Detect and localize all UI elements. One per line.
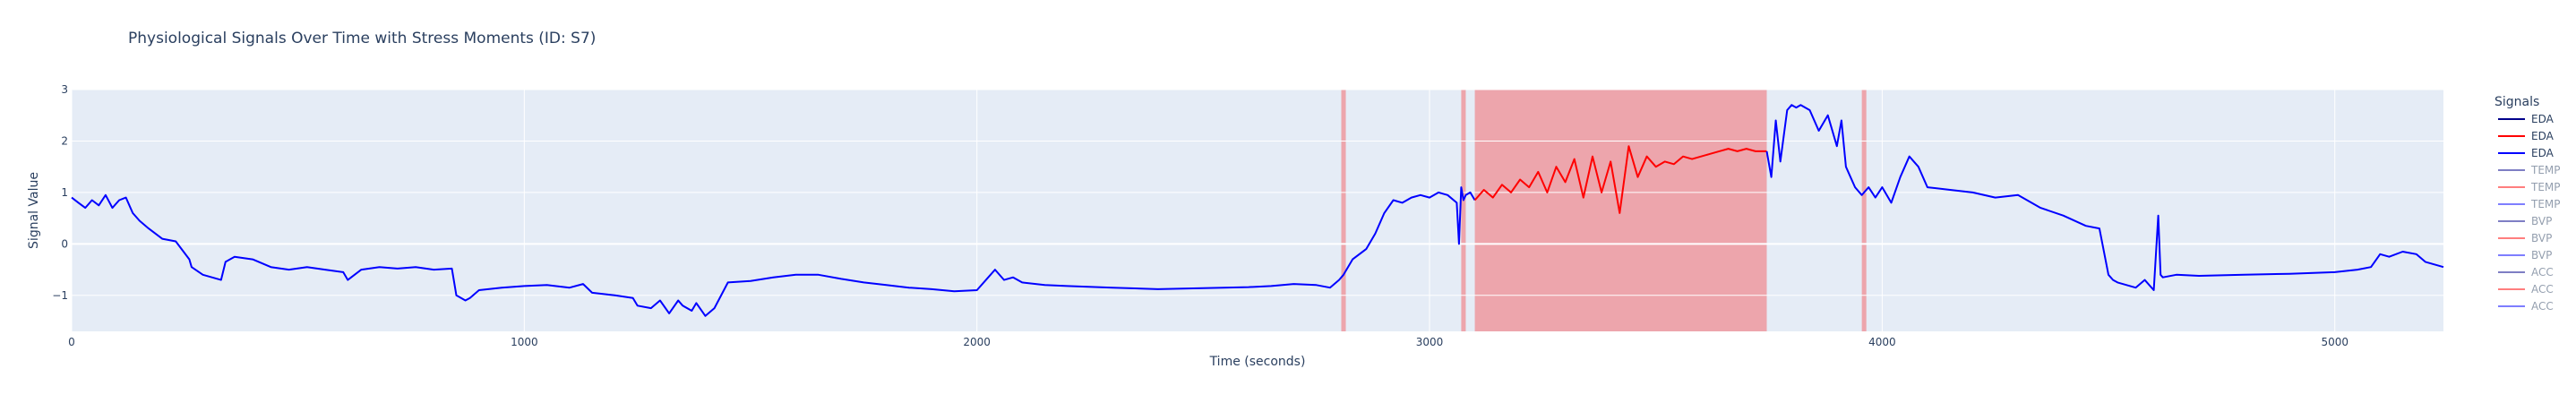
y-tick-label-1: 0 (61, 237, 68, 250)
x-tick-label-0: 0 (68, 336, 75, 348)
legend-item-10[interactable]: ACC (2498, 283, 2554, 296)
legend-label-3: TEMP (2530, 164, 2561, 176)
legend-item-11[interactable]: ACC (2498, 300, 2554, 313)
legend-label-9: ACC (2531, 266, 2554, 279)
x-tick-label-3: 3000 (1416, 336, 1444, 348)
legend-label-1: EDA (2531, 130, 2555, 142)
x-tick-label-1: 1000 (511, 336, 538, 348)
legend-item-5[interactable]: TEMP (2498, 198, 2561, 210)
legend-label-10: ACC (2531, 283, 2554, 296)
legend-item-0[interactable]: EDA (2498, 113, 2555, 125)
legend-item-4[interactable]: TEMP (2498, 181, 2561, 193)
chart-title: Physiological Signals Over Time with Str… (128, 30, 596, 47)
x-axis-ticks: 0 1000 2000 3000 4000 5000 (68, 336, 2348, 348)
series-lines (71, 104, 2444, 317)
legend-label-11: ACC (2531, 300, 2554, 313)
x-tick-label-5: 5000 (2321, 336, 2348, 348)
legend-item-1[interactable]: EDA (2498, 130, 2555, 142)
legend-item-9[interactable]: ACC (2498, 266, 2554, 279)
stress-region-1 (1461, 90, 1466, 331)
y-tick-label-4: 3 (61, 83, 68, 96)
legend-title: Signals (2494, 95, 2539, 109)
legend-item-2[interactable]: EDA (2498, 147, 2555, 159)
legend-label-0: EDA (2531, 113, 2555, 125)
y-tick-label-2: 1 (61, 186, 68, 199)
gridlines (71, 89, 2443, 331)
x-axis-title: Time (seconds) (1209, 355, 1306, 369)
y-tick-label-0: −1 (52, 289, 68, 302)
x-tick-label-2: 2000 (963, 336, 991, 348)
legend-item-7[interactable]: BVP (2498, 232, 2552, 244)
legend-item-8[interactable]: BVP (2498, 249, 2552, 262)
stress-region-3 (1861, 90, 1867, 331)
legend[interactable]: Signals EDA EDA EDA TEMP TEMP TEMP BVP BVP BVP AC… (2494, 95, 2561, 313)
y-tick-label-3: 2 (61, 134, 68, 147)
legend-label-2: EDA (2531, 147, 2555, 159)
legend-label-4: TEMP (2530, 181, 2561, 193)
legend-label-6: BVP (2531, 215, 2552, 227)
y-axis-title: Signal Value (27, 172, 41, 249)
legend-label-7: BVP (2531, 232, 2552, 244)
legend-item-6[interactable]: BVP (2498, 215, 2552, 227)
legend-label-8: BVP (2531, 249, 2552, 262)
legend-item-3[interactable]: TEMP (2498, 164, 2561, 176)
legend-label-5: TEMP (2530, 198, 2561, 210)
stress-region-0 (1341, 90, 1346, 331)
x-tick-label-4: 4000 (1868, 336, 1896, 348)
series-line-0 (71, 186, 1476, 317)
y-axis-ticks: −1 0 1 2 3 (52, 83, 68, 302)
series-line-1 (1473, 145, 1767, 214)
series-line-2 (1765, 104, 2444, 291)
